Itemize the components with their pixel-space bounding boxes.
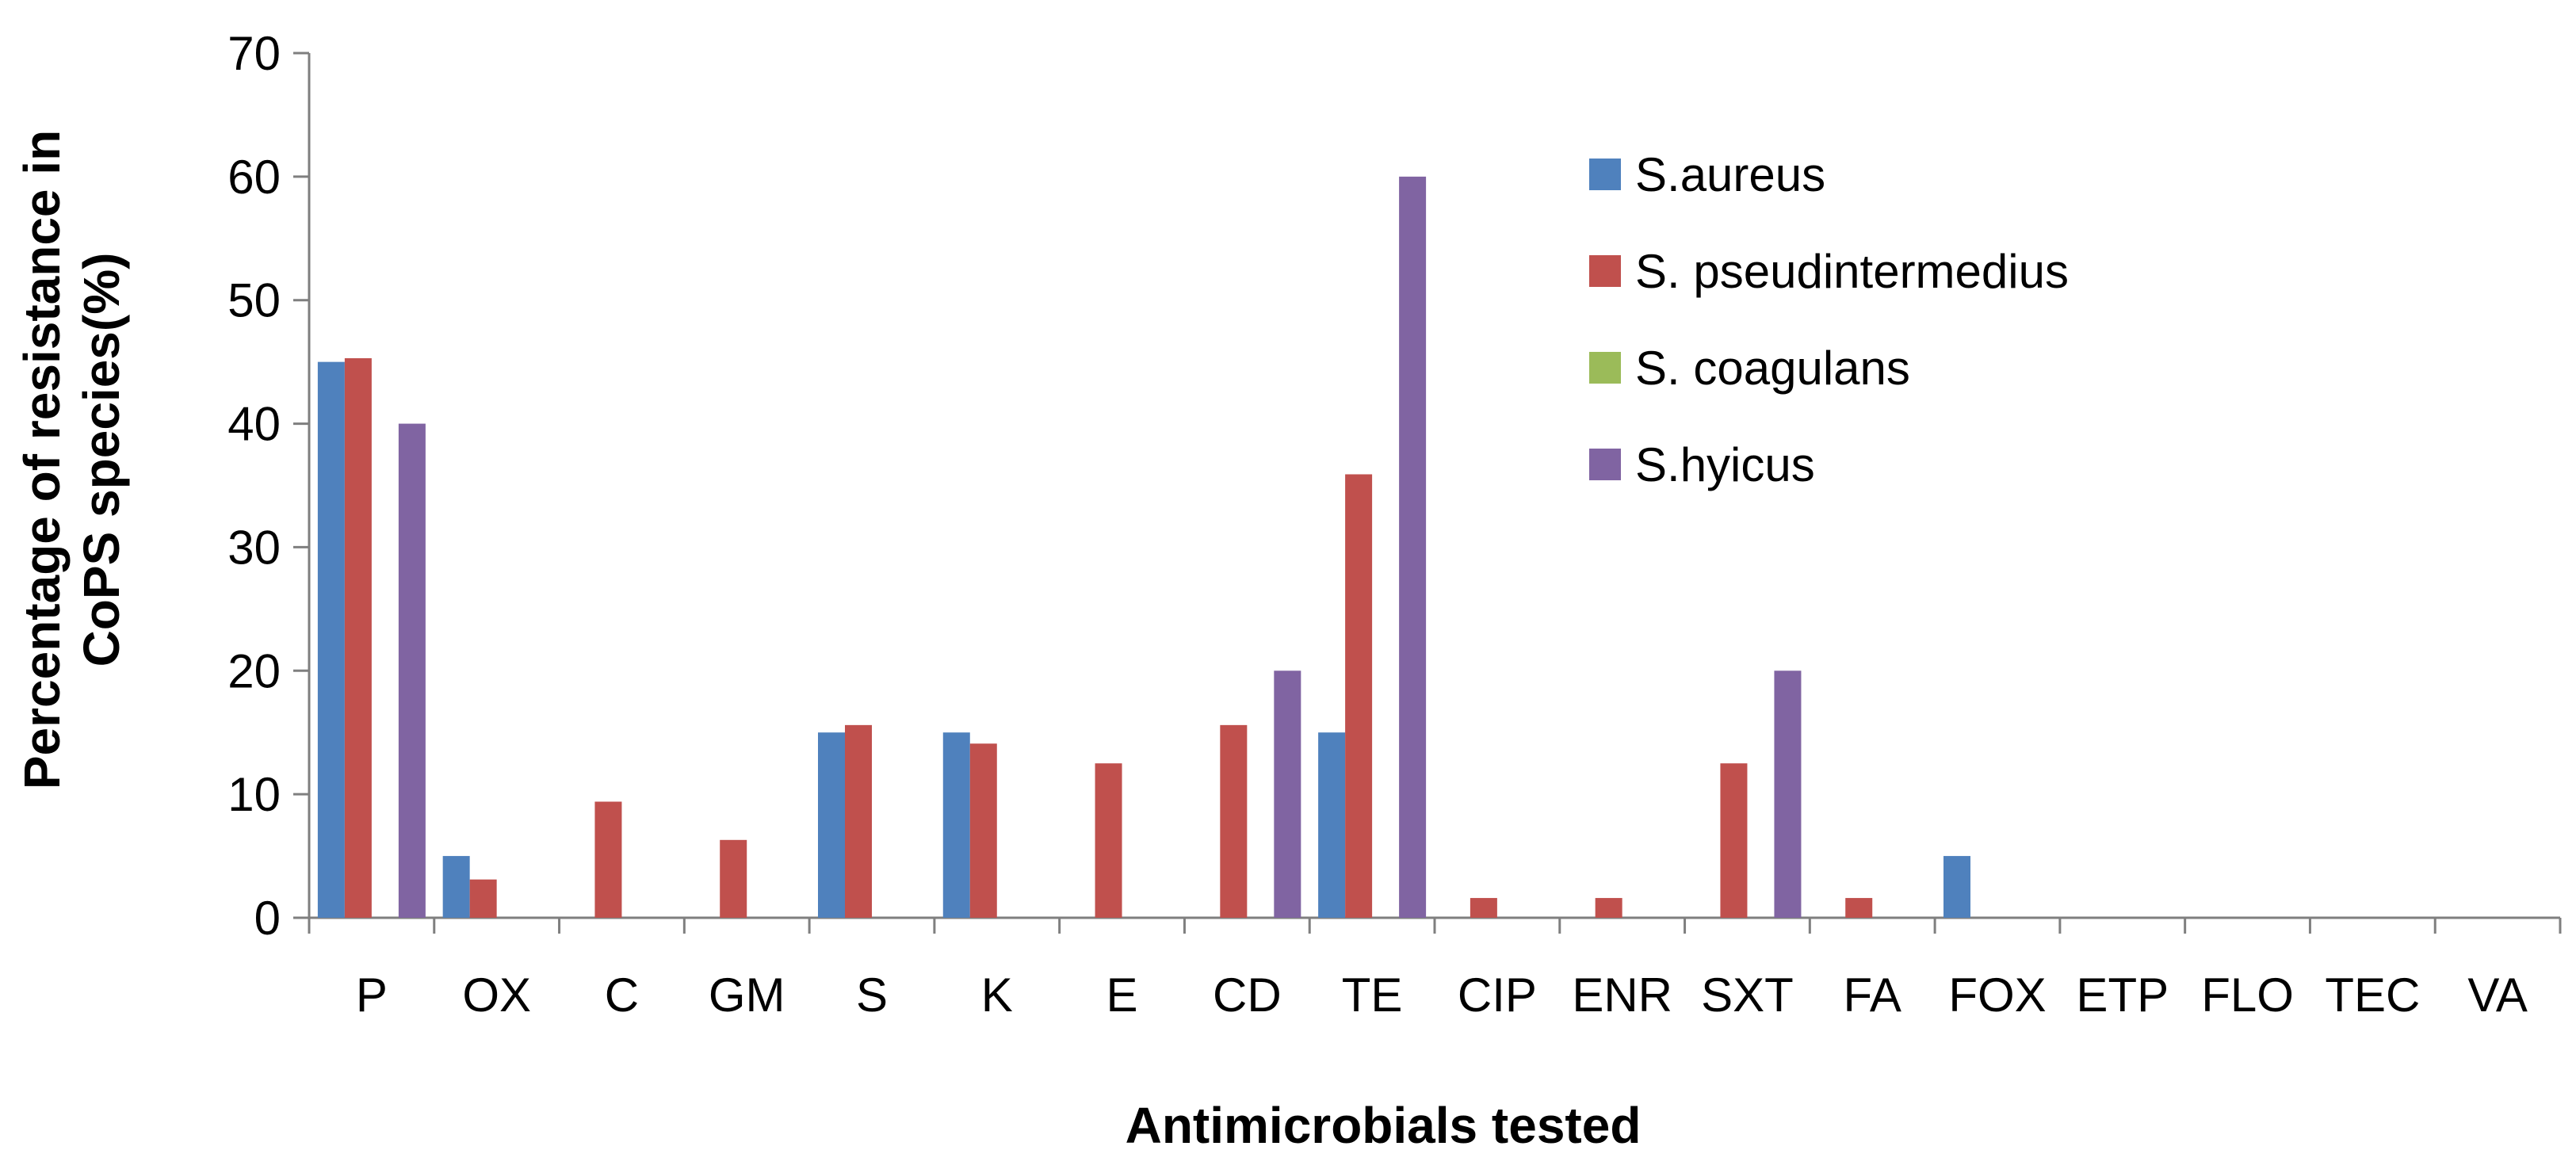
bar-s-aureus-k bbox=[942, 732, 970, 918]
bar-s-hyicus-p bbox=[398, 423, 426, 918]
x-tick-label: S bbox=[856, 968, 888, 1022]
bar-s-pseudintermedius-cd bbox=[1220, 724, 1248, 918]
legend-swatch bbox=[1589, 449, 1621, 480]
bar-s-pseudintermedius-te bbox=[1345, 474, 1373, 918]
legend-label: S. pseudintermedius bbox=[1635, 245, 2069, 298]
x-tick-label: TE bbox=[1342, 968, 1403, 1022]
bar-s-hyicus-cd bbox=[1274, 670, 1301, 918]
bar-s-pseudintermedius-cip bbox=[1470, 898, 1497, 918]
bar-s-pseudintermedius-c bbox=[594, 801, 622, 918]
x-tick-label: VA bbox=[2467, 968, 2528, 1022]
legend-swatch bbox=[1589, 255, 1621, 287]
plot-area: 0 10 20 30 40 50 60 70 P OX C GM S K E CD TE CIP ENR SXT FA F… bbox=[227, 27, 2562, 1022]
x-tick-label: K bbox=[981, 968, 1013, 1022]
bar-s-pseudintermedius-gm bbox=[720, 839, 747, 918]
bar-s-pseudintermedius-ox bbox=[469, 879, 497, 918]
legend-label: S. coagulans bbox=[1635, 342, 1910, 395]
y-tick-label: 0 bbox=[254, 892, 281, 945]
y-tick-label: 20 bbox=[227, 644, 281, 697]
legend-label: S.hyicus bbox=[1635, 438, 1815, 491]
bar-s-pseudintermedius-enr bbox=[1595, 898, 1622, 918]
bar-s-aureus-ox bbox=[442, 856, 470, 918]
bar-s-hyicus-te bbox=[1399, 176, 1427, 918]
legend-swatch bbox=[1589, 352, 1621, 384]
bar-s-pseudintermedius-k bbox=[969, 743, 997, 918]
x-tick-label: E bbox=[1106, 968, 1138, 1022]
y-axis-title-line1: Percentage of resistance in bbox=[13, 130, 71, 789]
bar-s-aureus-s bbox=[818, 732, 845, 918]
bar-s-aureus-p bbox=[317, 361, 345, 919]
x-tick-label: TEC bbox=[2325, 968, 2420, 1022]
x-tick-label: CD bbox=[1213, 968, 1282, 1022]
y-tick-label: 10 bbox=[227, 768, 281, 821]
y-axis-title: Percentage of resistance in CoPS species… bbox=[13, 130, 130, 789]
x-tick-label: ENR bbox=[1572, 968, 1672, 1022]
y-tick-label: 50 bbox=[227, 274, 281, 327]
x-tick-label: C bbox=[605, 968, 639, 1022]
legend: S.aureus S. pseudintermedius S. coagulans S… bbox=[1589, 148, 2069, 491]
x-tick-label: CIP bbox=[1458, 968, 1537, 1022]
bar-s-pseudintermedius-s bbox=[845, 724, 872, 918]
x-tick-label: OX bbox=[462, 968, 531, 1022]
x-axis-title: Antimicrobials tested bbox=[1126, 1097, 1642, 1154]
x-tick-label: FLO bbox=[2201, 968, 2294, 1022]
bar-s-hyicus-sxt bbox=[1774, 670, 1802, 918]
bar-s-aureus-fox bbox=[1943, 856, 1970, 918]
legend-swatch bbox=[1589, 159, 1621, 190]
bar-s-aureus-te bbox=[1318, 732, 1346, 918]
y-tick-label: 70 bbox=[227, 27, 281, 80]
x-tick-label: P bbox=[356, 968, 388, 1022]
y-axis-title-line2: CoPS species(%) bbox=[73, 253, 130, 667]
y-tick-label: 60 bbox=[227, 151, 281, 204]
y-tick-label: 30 bbox=[227, 521, 281, 574]
legend-label: S.aureus bbox=[1635, 148, 1825, 201]
x-tick-label: GM bbox=[709, 968, 785, 1022]
x-tick-label: ETP bbox=[2076, 968, 2169, 1022]
x-tick-label: SXT bbox=[1701, 968, 1794, 1022]
y-tick-label: 40 bbox=[227, 398, 281, 451]
bar-s-pseudintermedius-fa bbox=[1845, 898, 1873, 918]
bar-s-pseudintermedius-e bbox=[1095, 763, 1122, 918]
x-tick-label: FA bbox=[1844, 968, 1901, 1022]
bar-s-pseudintermedius-p bbox=[344, 357, 372, 918]
bar-s-pseudintermedius-sxt bbox=[1720, 763, 1748, 918]
x-tick-label: FOX bbox=[1948, 968, 2046, 1022]
